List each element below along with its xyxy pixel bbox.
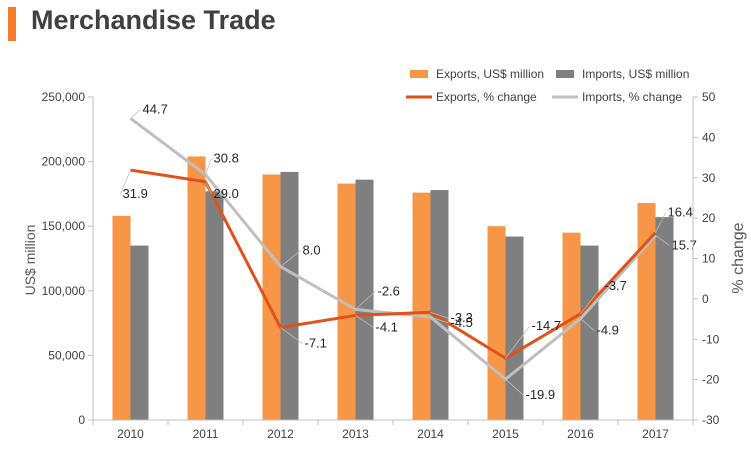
y-tick-label: 100,000 (42, 284, 86, 298)
imports-pct-data-label-leader (430, 316, 449, 324)
y-tick-label: 200,000 (42, 155, 86, 169)
y-axis-label: US$ million (22, 225, 38, 296)
y2-tick-label: -30 (702, 413, 720, 427)
exports-pct-data-label-leader (430, 311, 449, 319)
y2-tick-label: 50 (702, 90, 716, 104)
y2-tick-label: -20 (702, 373, 720, 387)
exports-bar (487, 226, 506, 420)
y-tick-label: 150,000 (42, 219, 86, 233)
exports-bar (637, 202, 656, 420)
y2-tick-label: 40 (702, 130, 716, 144)
exports-pct-data-label: -7.1 (305, 336, 327, 351)
exports-pct-data-label: 29.0 (214, 186, 239, 201)
y2-tick-label: 0 (702, 292, 709, 306)
y2-tick-label: 10 (702, 252, 716, 266)
exports-pct-data-label-leader (355, 315, 374, 328)
exports-pct-data-label: -3.3 (451, 310, 473, 325)
exports-pct-line (130, 168, 657, 360)
y2-tick-label: 20 (702, 211, 716, 225)
y2-axis-label: % change (730, 222, 747, 293)
x-tick-label: 2015 (492, 427, 519, 441)
exports-pct-data-label: -14.7 (532, 318, 562, 333)
exports-pct-data-label: 16.4 (668, 205, 693, 220)
imports-pct-data-label-leader (130, 109, 141, 119)
legend-entry: Exports, US$ million (436, 67, 544, 81)
exports-pct-data-label: -4.1 (376, 319, 398, 334)
imports-pct-data-label-leader (355, 291, 376, 310)
exports-pct-data-label-leader (120, 169, 131, 195)
imports-pct-data-label: 30.8 (214, 151, 239, 166)
imports-bar (205, 191, 224, 420)
x-tick-label: 2017 (642, 427, 669, 441)
imports-pct-data-label: -4.5 (451, 315, 473, 330)
x-tick-label: 2016 (567, 427, 594, 441)
y-tick-label: 50,000 (48, 348, 85, 362)
legend-swatch (556, 70, 574, 78)
exports-pct-data-label-leader (580, 285, 603, 315)
legend-entry: Imports, US$ million (582, 67, 689, 81)
legend-swatch (410, 70, 428, 78)
imports-bar (430, 190, 449, 420)
exports-pct-data-label: -3.7 (605, 278, 627, 293)
x-tick-label: 2012 (267, 427, 294, 441)
imports-pct-data-label: 44.7 (143, 101, 168, 116)
imports-pct-data-label-leader (280, 250, 301, 267)
imports-pct-data-label: -19.9 (526, 387, 556, 402)
imports-bar (655, 217, 674, 420)
exports-bar (337, 183, 356, 420)
exports-pct-data-label-leader (280, 327, 303, 344)
exports-pct-data-label-leader (205, 181, 212, 194)
exports-bar (187, 156, 206, 420)
y-tick-label: 250,000 (42, 90, 86, 104)
imports-pct-data-label-leader (505, 378, 524, 396)
exports-bar (412, 192, 431, 420)
y2-tick-label: -10 (702, 332, 720, 346)
imports-bar (580, 245, 599, 420)
x-tick-label: 2011 (193, 427, 219, 441)
y2-tick-label: 30 (702, 171, 716, 185)
exports-bar (262, 174, 281, 420)
imports-bar (130, 245, 149, 420)
exports-pct-data-label: 31.9 (123, 186, 148, 201)
imports-pct-data-label-leader (655, 235, 670, 246)
imports-pct-data-label-leader (580, 318, 595, 331)
imports-pct-data-label: -4.9 (597, 323, 619, 338)
y-tick-label: 0 (78, 413, 85, 427)
header-accent-bar (8, 7, 16, 41)
imports-pct-data-label: 8.0 (303, 243, 321, 258)
x-tick-label: 2014 (417, 427, 444, 441)
imports-bar (280, 171, 299, 420)
exports-pct-data-label-leader (655, 212, 666, 233)
x-tick-label: 2013 (342, 427, 369, 441)
x-tick-label: 2010 (117, 427, 144, 441)
legend-entry: Imports, % change (582, 90, 682, 104)
imports-pct-data-label: 15.7 (672, 237, 697, 252)
imports-pct-data-label-leader (205, 158, 212, 175)
exports-bar (112, 215, 131, 420)
imports-pct-data-label: -2.6 (378, 283, 400, 298)
page-title: Merchandise Trade (31, 5, 276, 35)
legend-entry: Exports, % change (436, 90, 537, 104)
imports-bar (355, 179, 374, 420)
exports-pct-data-label-leader (505, 325, 530, 359)
